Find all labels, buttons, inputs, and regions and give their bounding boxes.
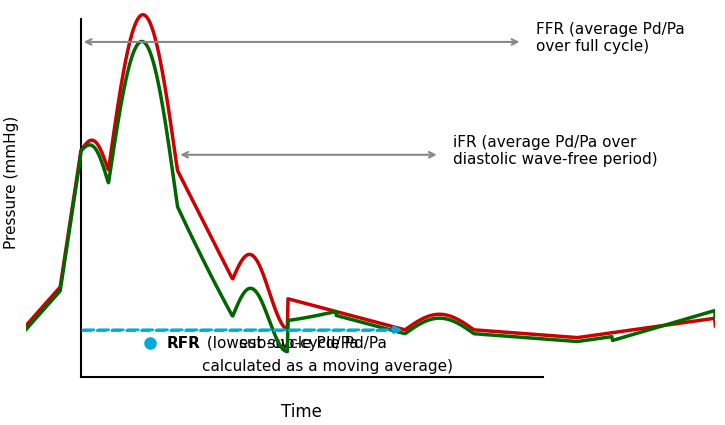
- Text: calculated as a moving average): calculated as a moving average): [202, 359, 452, 374]
- Text: Time: Time: [281, 402, 322, 420]
- Text: RFR: RFR: [167, 336, 201, 351]
- Text: sub-cycle Pd/Pa: sub-cycle Pd/Pa: [239, 336, 359, 351]
- Text: Pressure (mmHg): Pressure (mmHg): [4, 115, 20, 249]
- Text: (lowest sub-cycle Pd/Pa: (lowest sub-cycle Pd/Pa: [202, 336, 386, 351]
- Text: iFR (average Pd/Pa over
diastolic wave-free period): iFR (average Pd/Pa over diastolic wave-f…: [453, 135, 658, 167]
- Text: FFR (average Pd/Pa
over full cycle): FFR (average Pd/Pa over full cycle): [536, 22, 685, 54]
